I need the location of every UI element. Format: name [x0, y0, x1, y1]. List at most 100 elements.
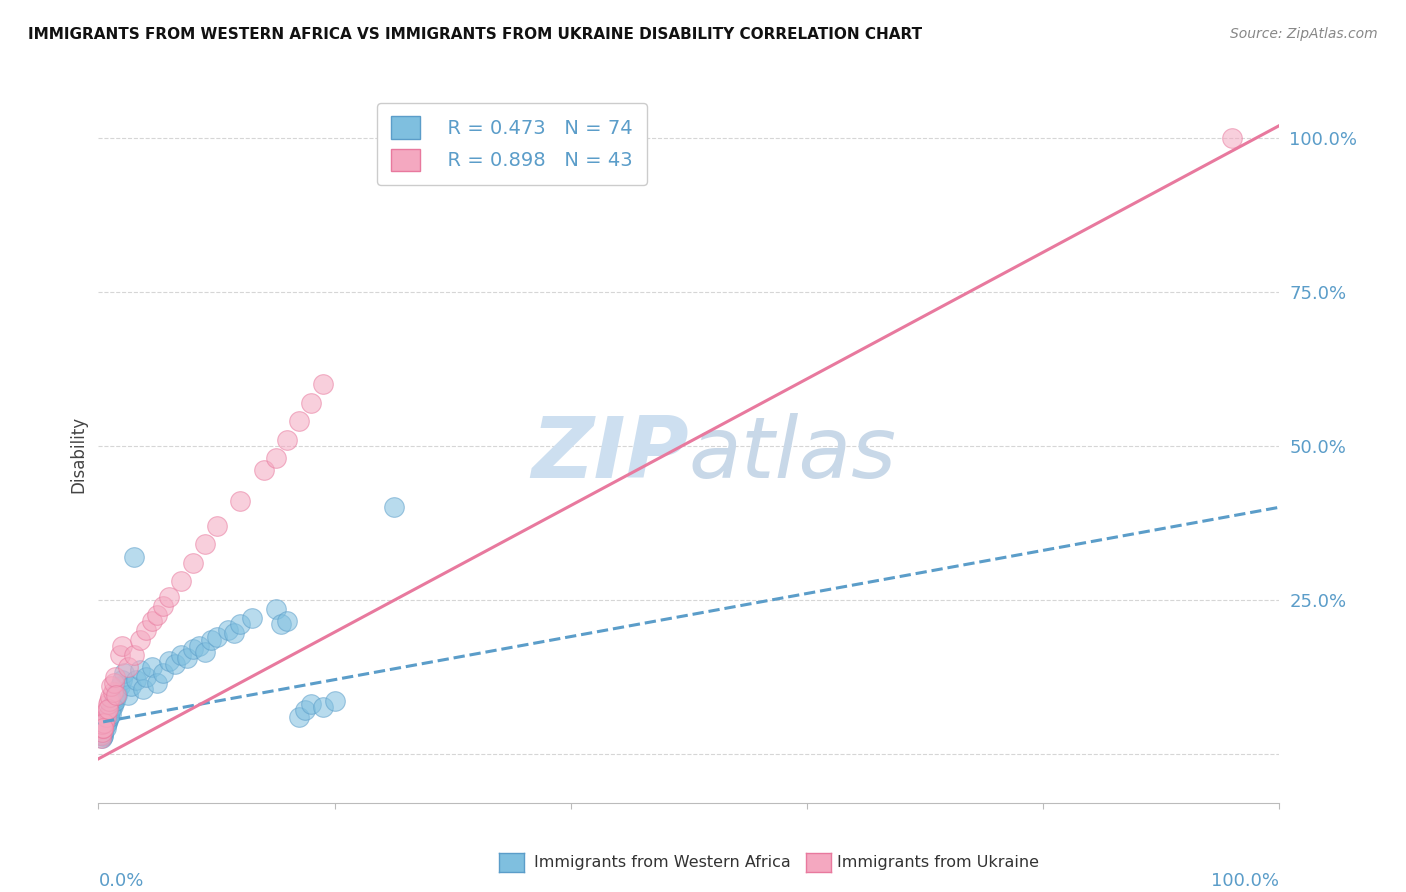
Point: [98, 708, 121, 723]
Point: [93, 721, 115, 735]
Point: [96, 713, 118, 727]
Point: [205, 630, 228, 644]
Point: [194, 537, 217, 551]
Point: [91, 721, 114, 735]
Point: [101, 685, 124, 699]
Point: [91, 728, 114, 742]
Point: [111, 639, 134, 653]
Point: [97, 709, 120, 723]
Point: [103, 694, 125, 708]
Point: [96, 703, 118, 717]
Point: [135, 669, 157, 683]
Point: [152, 599, 174, 613]
Point: [382, 500, 405, 515]
Point: [105, 685, 128, 699]
Point: [93, 719, 115, 733]
Point: [91, 725, 114, 739]
Point: [288, 414, 311, 428]
Point: [91, 721, 114, 735]
Point: [104, 669, 127, 683]
Point: [121, 679, 143, 693]
Point: [103, 675, 125, 690]
Point: [104, 694, 127, 708]
Point: [93, 722, 115, 736]
Point: [94, 721, 117, 735]
Point: [128, 664, 150, 678]
Point: [97, 698, 120, 712]
Point: [312, 700, 335, 714]
Point: [205, 518, 228, 533]
Legend:   R = 0.473   N = 74,   R = 0.898   N = 43: R = 0.473 N = 74, R = 0.898 N = 43: [377, 103, 647, 185]
Point: [299, 395, 322, 409]
Point: [94, 717, 117, 731]
Point: [217, 624, 239, 638]
Point: [93, 713, 115, 727]
Text: Immigrants from Western Africa: Immigrants from Western Africa: [534, 855, 792, 870]
Point: [224, 626, 246, 640]
Text: 0.0%: 0.0%: [98, 872, 143, 890]
Point: [105, 688, 128, 702]
Text: Source: ZipAtlas.com: Source: ZipAtlas.com: [1230, 27, 1378, 41]
Point: [264, 602, 287, 616]
Point: [90, 728, 112, 742]
Point: [194, 645, 217, 659]
Point: [105, 688, 128, 702]
Point: [108, 679, 131, 693]
Point: [323, 694, 346, 708]
Point: [98, 703, 121, 717]
Point: [135, 624, 157, 638]
Point: [100, 679, 122, 693]
Point: [91, 725, 114, 739]
Point: [312, 377, 335, 392]
Point: [97, 702, 120, 716]
Point: [90, 731, 112, 746]
Point: [91, 725, 114, 739]
Point: [105, 688, 128, 702]
Point: [112, 666, 135, 681]
Point: [240, 611, 263, 625]
Point: [146, 675, 169, 690]
Point: [288, 709, 311, 723]
Point: [98, 706, 121, 721]
Y-axis label: Disability: Disability: [69, 417, 87, 493]
Point: [98, 705, 121, 719]
Point: [98, 694, 121, 708]
Point: [94, 715, 117, 730]
Point: [94, 709, 117, 723]
Point: [91, 722, 114, 736]
Text: 100.0%: 100.0%: [1212, 872, 1279, 890]
Point: [91, 731, 114, 746]
Point: [97, 711, 120, 725]
Point: [264, 450, 287, 465]
Point: [101, 698, 124, 713]
Point: [187, 639, 209, 653]
Point: [200, 632, 222, 647]
Point: [91, 727, 114, 741]
Point: [253, 463, 276, 477]
Point: [170, 574, 193, 589]
Point: [96, 715, 118, 730]
Point: [98, 690, 121, 704]
Point: [117, 660, 139, 674]
Point: [91, 715, 114, 730]
Point: [152, 666, 174, 681]
Point: [125, 673, 148, 687]
Point: [270, 617, 292, 632]
Point: [91, 722, 114, 736]
Point: [229, 494, 252, 508]
Point: [128, 632, 150, 647]
Point: [94, 717, 117, 731]
Point: [157, 654, 180, 668]
Point: [176, 651, 198, 665]
Point: [229, 617, 252, 632]
Point: [170, 648, 193, 662]
Point: [111, 673, 134, 687]
Point: [91, 729, 114, 743]
Point: [122, 648, 145, 662]
Text: Immigrants from Ukraine: Immigrants from Ukraine: [837, 855, 1039, 870]
Point: [276, 433, 298, 447]
Point: [97, 713, 120, 727]
Text: atlas: atlas: [689, 413, 897, 497]
Point: [299, 698, 322, 712]
Point: [93, 715, 115, 730]
